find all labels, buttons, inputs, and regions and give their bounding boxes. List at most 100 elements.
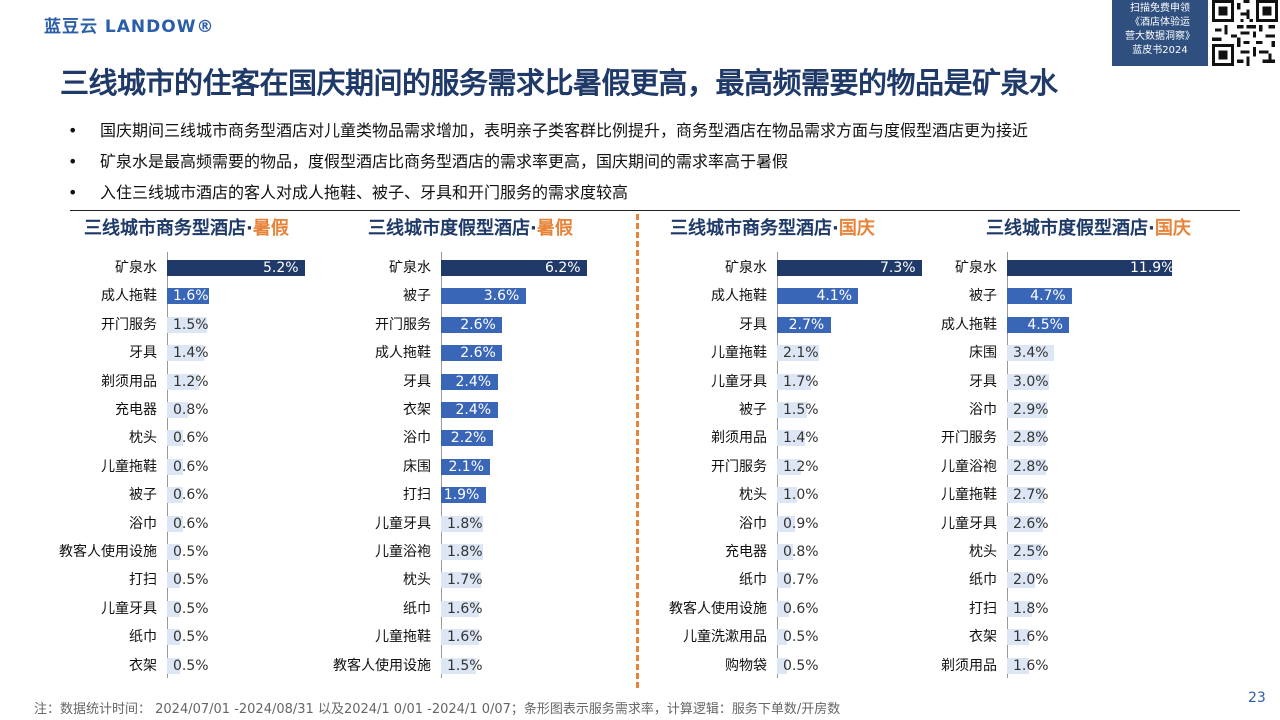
- bar-mark: [777, 572, 791, 589]
- bar-value-label: 0.5%: [173, 629, 209, 646]
- bar-mark: [1007, 345, 1055, 362]
- bar-category-label: 成人拖鞋: [375, 345, 431, 362]
- bar-row: 打扫 1.9%: [280, 486, 580, 504]
- bar-mark: [441, 288, 526, 305]
- bar-mark: [441, 515, 484, 532]
- bar-category-label: 儿童拖鞋: [375, 629, 431, 646]
- bar-row: 牙具 2.7%: [610, 316, 910, 334]
- bar-mark: [167, 430, 183, 447]
- bar-mark: [167, 458, 183, 475]
- bar-value-label: 0.5%: [173, 600, 209, 617]
- bar-value-label: 1.7%: [783, 373, 819, 390]
- chart-title-business-national: 三线城市商务型酒店·国庆: [670, 214, 875, 240]
- bar-row: 枕头 0.6%: [0, 429, 300, 447]
- brand-logo: 蓝豆云 LANDOW®: [44, 17, 215, 37]
- bar-category-label: 儿童牙具: [711, 373, 767, 390]
- bar-value-label: 0.6%: [173, 515, 209, 532]
- bar-mark: [1007, 600, 1032, 617]
- bar-mark: [777, 402, 807, 418]
- bar-mark: [441, 572, 482, 589]
- bullet-item: • 矿泉水是最高频需要的物品，度假型酒店比商务型酒店的需求率更高，国庆期间的需求率…: [68, 151, 1248, 182]
- bar-mark: [441, 373, 498, 390]
- bar-category-label: 浴巾: [739, 515, 767, 532]
- bar-value-label: 0.6%: [173, 458, 209, 475]
- bar-chart-resort-national: 矿泉水 11.9% 被子 4.7% 成人拖鞋 4.5% 床围 3.4% 牙具 3.0% 浴巾 2.9%…: [840, 252, 1174, 682]
- chart-title-resort-summer: 三线城市度假型酒店·暑假: [368, 214, 573, 240]
- bar-category-label: 被子: [129, 487, 157, 504]
- bar-row: 儿童拖鞋 1.6%: [280, 628, 580, 646]
- bar-row: 纸巾 2.0%: [840, 571, 1140, 589]
- bar-value-label: 0.5%: [783, 657, 819, 674]
- bar-category-label: 衣架: [129, 657, 157, 674]
- bar-category-label: 牙具: [739, 316, 767, 333]
- bar-row: 牙具 2.4%: [280, 373, 580, 391]
- bar-mark: [777, 316, 831, 333]
- bar-value-label: 0.6%: [783, 600, 819, 617]
- bar-mark: [441, 402, 498, 418]
- bar-value-label: 0.5%: [173, 572, 209, 589]
- bar-value-label: 2.6%: [460, 316, 496, 333]
- bar-category-label: 牙具: [969, 373, 997, 390]
- bar-value-label: 11.9%: [1130, 260, 1175, 276]
- bar-value-label: 1.8%: [1013, 600, 1049, 617]
- bar-value-label: 6.2%: [545, 260, 581, 276]
- bar-category-label: 牙具: [403, 373, 431, 390]
- bar-row: 床围 3.4%: [840, 344, 1140, 362]
- bar-row: 成人拖鞋 1.6%: [0, 287, 300, 305]
- bar-category-label: 儿童牙具: [941, 515, 997, 532]
- bar-row: 纸巾 0.5%: [0, 628, 300, 646]
- bar-row: 牙具 1.4%: [0, 344, 300, 362]
- bar-category-label: 开门服务: [711, 458, 767, 475]
- page-number: 23: [1248, 690, 1266, 706]
- bar-value-label: 1.5%: [783, 402, 819, 418]
- bar-category-label: 枕头: [969, 544, 997, 560]
- bar-row: 儿童牙具 1.8%: [280, 515, 580, 533]
- bar-category-label: 成人拖鞋: [941, 316, 997, 333]
- bar-category-label: 教客人使用设施: [333, 657, 431, 674]
- bar-value-label: 1.6%: [447, 600, 483, 617]
- bar-value-label: 2.9%: [1013, 402, 1049, 418]
- bar-mark: [1007, 260, 1172, 276]
- bar-mark: [1007, 288, 1073, 305]
- bar-value-label: 2.4%: [455, 373, 492, 390]
- bar-mark: [1007, 657, 1030, 674]
- qr-code-icon[interactable]: [1212, 0, 1278, 66]
- bar-value-label: 2.6%: [1013, 515, 1049, 532]
- bar-row: 打扫 1.8%: [840, 600, 1140, 618]
- bullet-text: 国庆期间三线城市商务型酒店对儿童类物品需求增加，表明亲子类客群比例提升，商务型酒…: [100, 121, 1029, 140]
- bar-row: 枕头 1.0%: [610, 486, 910, 504]
- bar-mark: [1007, 544, 1042, 560]
- bar-mark: [167, 572, 181, 589]
- bar-row: 浴巾 2.9%: [840, 401, 1140, 419]
- bar-value-label: 1.6%: [173, 288, 209, 305]
- bar-mark: [777, 600, 789, 617]
- bar-value-label: 2.0%: [1013, 572, 1049, 589]
- chart-title-main: 三线城市商务型酒店·: [670, 218, 839, 239]
- promo-box: 扫描免费申领 《酒店体验运 营大数据洞察》 蓝皮书2024: [1112, 0, 1208, 66]
- chart-title-main: 三线城市商务型酒店·: [84, 218, 253, 239]
- bar-row: 儿童牙具 0.5%: [0, 600, 300, 618]
- bar-value-label: 1.4%: [783, 430, 819, 447]
- bar-value-label: 1.8%: [447, 515, 483, 532]
- bar-row: 矿泉水 11.9%: [840, 259, 1174, 277]
- bar-row: 纸巾 0.7%: [610, 571, 910, 589]
- bar-category-label: 矿泉水: [115, 260, 157, 276]
- chart-title-accent: 国庆: [838, 218, 875, 239]
- bar-mark: [167, 544, 181, 560]
- bar-mark: [441, 657, 477, 674]
- bar-mark: [1007, 373, 1049, 390]
- bar-category-label: 纸巾: [969, 572, 997, 589]
- bullet-dot-icon: •: [68, 121, 78, 140]
- page-title: 三线城市的住客在国庆期间的服务需求比暑假更高，最高频需要的物品是矿泉水: [60, 66, 1058, 100]
- bar-value-label: 0.7%: [783, 572, 819, 589]
- bar-row: 儿童牙具 2.6%: [840, 515, 1140, 533]
- bar-value-label: 0.8%: [783, 544, 819, 560]
- bar-value-label: 2.1%: [448, 458, 485, 475]
- chart-title-accent: 暑假: [252, 218, 289, 239]
- bar-category-label: 打扫: [129, 572, 157, 589]
- bar-row: 教客人使用设施 1.5%: [280, 657, 580, 675]
- bar-mark: [777, 657, 787, 674]
- bar-row: 纸巾 1.6%: [280, 600, 580, 618]
- bar-category-label: 儿童洗漱用品: [683, 629, 767, 646]
- bar-value-label: 1.6%: [1013, 629, 1049, 646]
